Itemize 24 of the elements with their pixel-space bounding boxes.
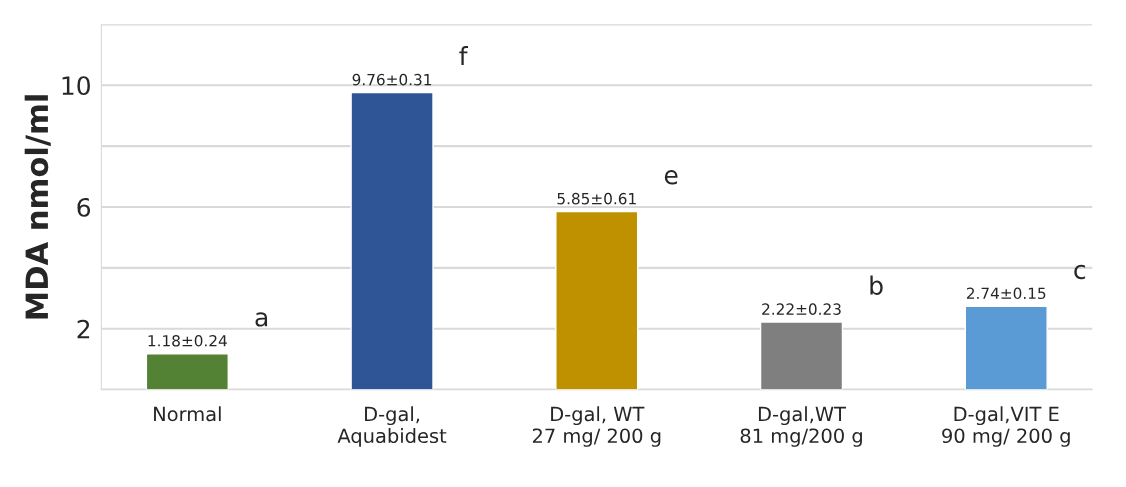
x-tick-label: D-gal, WT 27 mg/ 200 g	[532, 406, 661, 447]
y-tick-label: 2	[77, 319, 90, 339]
y-tick-label: 10	[62, 76, 90, 96]
x-tick-label: D-gal,WT 81 mg/200 g	[740, 406, 862, 447]
annotation: f	[459, 46, 468, 66]
bar	[555, 210, 639, 390]
annotation: e	[664, 170, 678, 185]
data-label: 2.22±0.23	[762, 303, 841, 315]
bar	[350, 91, 434, 390]
data-label: 9.76±0.31	[352, 73, 432, 86]
annotation: c	[1074, 264, 1086, 280]
y-axis-title: MDA nmol/ml	[24, 95, 51, 319]
bar	[964, 305, 1048, 390]
x-tick-label: D-gal, Aquabidest	[337, 406, 447, 447]
bar	[145, 352, 229, 390]
annotation: a	[255, 312, 268, 327]
x-tick-label: Normal	[154, 406, 221, 422]
data-label: 1.18±0.24	[148, 335, 227, 347]
annotation: b	[870, 275, 883, 295]
x-tick-label: D-gal,VIT E 90 mg/ 200 g	[942, 406, 1070, 447]
bar	[759, 321, 844, 390]
data-label: 5.85±0.61	[557, 192, 636, 205]
y-tick-label: 6	[77, 197, 91, 217]
data-label: 2.74±0.15	[966, 287, 1046, 300]
